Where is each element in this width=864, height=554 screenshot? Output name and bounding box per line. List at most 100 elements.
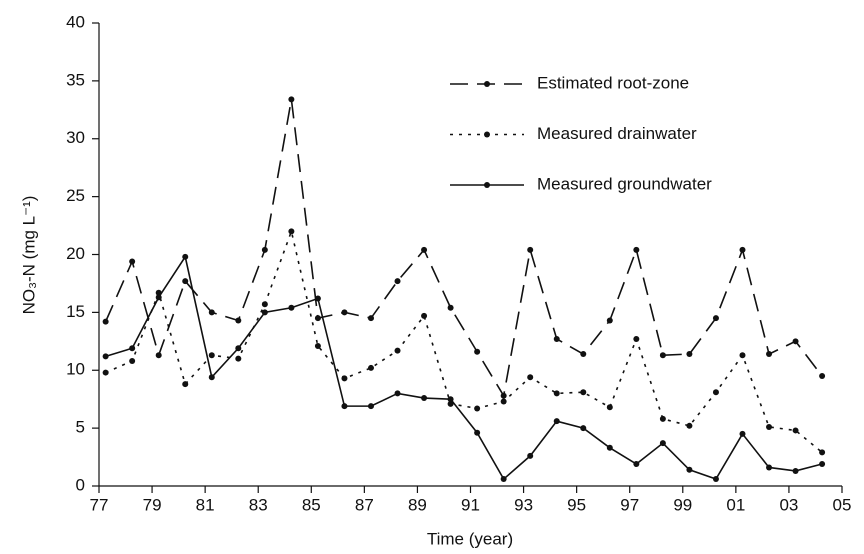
- data-point: [341, 375, 348, 382]
- data-point: [447, 304, 454, 311]
- data-point: [739, 430, 746, 437]
- data-point: [235, 345, 242, 352]
- data-point: [633, 246, 640, 253]
- data-point: [394, 278, 401, 285]
- data-point: [367, 403, 374, 410]
- legend-marker: [484, 182, 490, 188]
- data-point: [500, 398, 507, 405]
- data-point: [182, 253, 189, 260]
- data-point: [553, 335, 560, 342]
- data-point: [102, 369, 109, 376]
- data-point: [500, 476, 507, 483]
- data-point: [500, 392, 507, 399]
- data-point: [527, 374, 534, 381]
- data-point: [739, 352, 746, 359]
- data-point: [792, 427, 799, 434]
- x-tick-label: 03: [779, 495, 798, 514]
- data-point: [792, 467, 799, 474]
- legend-label: Measured groundwater: [537, 174, 712, 193]
- data-point: [235, 355, 242, 362]
- data-point: [261, 309, 268, 316]
- data-point: [580, 425, 587, 432]
- data-point: [208, 352, 215, 359]
- data-point: [447, 396, 454, 403]
- data-point: [102, 353, 109, 360]
- legend-marker: [484, 81, 490, 87]
- data-point: [739, 246, 746, 253]
- data-point: [819, 373, 826, 380]
- y-tick-label: 10: [66, 360, 85, 379]
- x-tick-label: 01: [726, 495, 745, 514]
- x-tick-label: 87: [355, 495, 374, 514]
- data-point: [182, 278, 189, 285]
- y-tick-label: 20: [66, 244, 85, 263]
- data-point: [261, 246, 268, 253]
- data-point: [102, 318, 109, 325]
- y-tick-label: 15: [66, 302, 85, 321]
- series-line: [105, 254, 823, 481]
- x-tick-label: 93: [514, 495, 533, 514]
- x-tick-label: 81: [196, 495, 215, 514]
- data-point: [659, 415, 666, 422]
- data-point: [314, 342, 321, 349]
- x-tick-label: 91: [461, 495, 480, 514]
- data-point: [421, 246, 428, 253]
- data-point: [421, 395, 428, 402]
- data-point: [421, 312, 428, 319]
- data-point: [819, 461, 826, 468]
- data-point: [712, 476, 719, 483]
- data-point: [580, 389, 587, 396]
- y-tick-label: 35: [66, 70, 85, 89]
- y-tick-label: 0: [76, 475, 85, 494]
- data-point: [712, 315, 719, 322]
- legend-label: Estimated root-zone: [537, 73, 689, 92]
- x-axis-label: Time (year): [427, 529, 513, 548]
- legend-label: Measured drainwater: [537, 124, 697, 143]
- y-axis-label: NO₃-N (mg L⁻¹): [19, 196, 38, 315]
- data-point: [606, 444, 613, 451]
- data-point: [527, 452, 534, 459]
- data-point: [129, 258, 136, 265]
- y-tick-label: 40: [66, 12, 85, 31]
- data-point: [314, 315, 321, 322]
- data-point: [288, 304, 295, 311]
- data-point: [367, 315, 374, 322]
- data-point: [288, 96, 295, 103]
- data-point: [712, 389, 719, 396]
- data-point: [208, 309, 215, 316]
- data-point: [367, 364, 374, 371]
- data-point: [527, 246, 534, 253]
- series-line: [104, 99, 823, 398]
- data-point: [766, 464, 773, 471]
- x-tick-label: 99: [673, 495, 692, 514]
- data-point: [474, 348, 481, 355]
- data-point: [686, 466, 693, 473]
- x-tick-label: 95: [567, 495, 586, 514]
- data-point: [394, 390, 401, 397]
- series-line: [105, 228, 823, 454]
- data-point: [792, 338, 799, 345]
- legend-marker: [484, 131, 490, 138]
- x-tick-label: 85: [302, 495, 321, 514]
- data-point: [208, 374, 215, 381]
- data-point: [129, 345, 136, 352]
- data-point: [659, 352, 666, 359]
- data-point: [686, 351, 693, 358]
- data-point: [129, 357, 136, 364]
- y-tick-label: 25: [66, 186, 85, 205]
- y-tick-label: 5: [76, 418, 85, 437]
- data-point: [261, 301, 268, 308]
- data-point: [633, 335, 640, 342]
- data-point: [341, 309, 348, 316]
- x-tick-label: 79: [143, 495, 162, 514]
- data-point: [553, 390, 560, 397]
- data-point: [155, 294, 162, 301]
- x-tick-label: 77: [90, 495, 109, 514]
- data-point: [659, 440, 666, 447]
- x-tick-label: 83: [249, 495, 268, 514]
- x-tick-label: 05: [833, 495, 852, 514]
- data-point: [633, 461, 640, 468]
- x-tick-label: 89: [408, 495, 427, 514]
- data-point: [314, 295, 321, 302]
